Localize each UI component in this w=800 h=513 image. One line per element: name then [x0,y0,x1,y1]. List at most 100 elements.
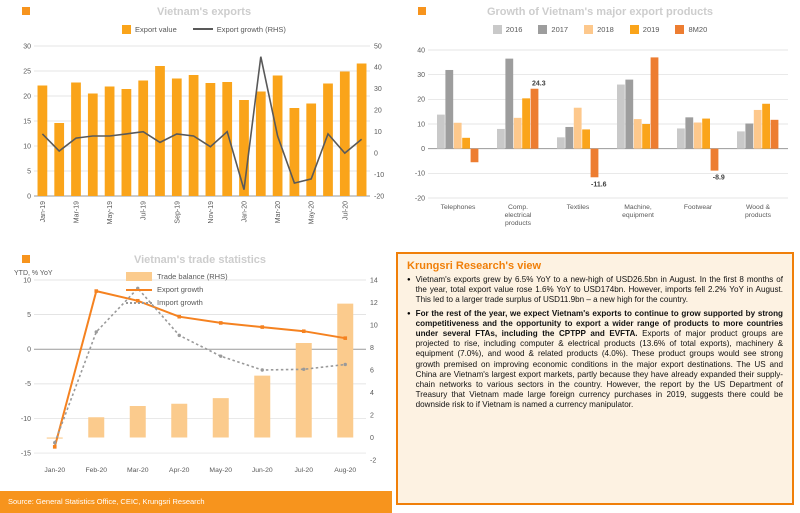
chart-title-growth: Growth of Vietnam's major export product… [486,6,714,18]
export-growth-line-swatch-icon [126,288,152,291]
legend-label-2016: 2016 [505,24,523,34]
trade-legend: Trade balance (RHS) Export growth Import… [126,272,228,307]
grouped-bars [437,57,779,178]
legend-label-export-value: Export value [135,24,177,34]
trade-balance-swatch-icon [126,272,152,281]
svg-text:14: 14 [370,277,378,284]
swatch-2016-icon [492,24,502,34]
svg-text:products: products [505,220,532,227]
exports-combo-chart: 0 5 10 15 20 25 30 -20 -10 0 10 20 30 40 50 Jan-19 Mar-1… [23,43,384,224]
svg-text:Nov-19: Nov-19 [208,201,215,224]
svg-text:-20: -20 [415,195,425,202]
svg-text:Telephones: Telephones [441,204,476,211]
svg-text:May-20: May-20 [309,201,316,224]
swatch-2017-icon [538,24,548,34]
legend-label-trade-balance: Trade balance (RHS) [157,272,228,281]
svg-text:Jul-19: Jul-19 [141,201,148,220]
grid-lines [428,49,788,199]
legend-item-export-growth: Export growth (RHS) [192,24,286,34]
chart-title-trade: Vietnam's trade statistics [133,254,267,266]
export-growth-line [53,289,346,448]
bullet-icon: ● [407,277,411,283]
growth-legend: 2016 2017 2018 2019 8M20 [404,20,796,38]
panel-export-products-growth: Growth of Vietnam's major export product… [404,2,796,250]
panel-trade-statistics: Vietnam's trade statistics YTD, % YoY Tr… [8,250,392,490]
legend-item-export-value: Export value [122,24,177,34]
svg-text:24.3: 24.3 [532,81,546,88]
svg-text:20: 20 [374,108,382,115]
svg-text:10: 10 [23,143,31,150]
svg-text:25: 25 [23,68,31,75]
svg-text:0: 0 [374,150,378,157]
axis-caption: YTD, % YoY [14,270,53,277]
legend-item-2016: 2016 [492,24,523,34]
trade-title-row: Vietnam's trade statistics [8,250,392,268]
svg-text:10: 10 [23,277,31,284]
svg-text:5: 5 [27,312,31,319]
view-bullet: ● Vietnam's exports grew by 6.5% YoY to a… [407,275,783,306]
svg-text:-10: -10 [415,171,425,178]
bullet-text: For the rest of the year, we expect Viet… [415,308,783,410]
svg-text:0: 0 [27,347,31,354]
legend-label-export-growth: Export growth (RHS) [216,24,286,34]
import-growth-line-swatch-icon [126,301,152,304]
svg-text:Footwear: Footwear [684,204,713,211]
svg-text:May-20: May-20 [209,467,232,474]
legend-label-import-growth: Import growth [157,298,203,307]
grid-lines [34,45,370,197]
svg-text:Jun-20: Jun-20 [252,467,273,474]
bullet-text: Vietnam's exports grew by 6.5% YoY to a … [415,275,783,305]
legend-item-2019: 2019 [629,24,660,34]
svg-text:30: 30 [417,72,425,79]
svg-text:equipment: equipment [622,212,654,219]
panel-vietnam-exports: Vietnam's exports Export value Export gr… [8,2,400,250]
svg-text:15: 15 [23,118,31,125]
export-value-swatch-icon [122,24,132,34]
svg-text:Machine,: Machine, [624,204,652,211]
legend-label-2018: 2018 [597,24,614,34]
svg-text:-11.6: -11.6 [591,181,607,188]
svg-text:Mar-19: Mar-19 [74,201,81,223]
svg-text:10: 10 [370,322,378,329]
legend-label-2019: 2019 [642,24,660,34]
svg-text:-15: -15 [21,450,31,457]
legend-label-export-growth: Export growth [157,285,204,294]
swatch-2019-icon [629,24,639,34]
svg-text:Jan-20: Jan-20 [44,467,65,474]
svg-text:10: 10 [374,129,382,136]
legend-item-export-growth: Export growth [126,285,228,294]
svg-text:Feb-20: Feb-20 [85,467,107,474]
chart-title-exports: Vietnam's exports [156,6,252,18]
svg-text:30: 30 [23,43,31,50]
svg-text:0: 0 [27,193,31,200]
svg-text:Aug-20: Aug-20 [334,467,356,474]
legend-item-2017: 2017 [538,24,569,34]
legend-label-2017: 2017 [551,24,569,34]
svg-text:-20: -20 [374,193,384,200]
svg-text:Jan-19: Jan-19 [40,201,47,223]
svg-text:40: 40 [374,65,382,72]
bullet-icon: ● [407,310,411,317]
svg-text:-8.9: -8.9 [713,175,725,182]
trade-statistics-chart: -15 -10 -5 0 5 10 -2 0 2 4 6 8 10 12 14 Jan-20 Feb-20 Mar… [21,277,378,474]
export-value-bars [37,63,367,196]
growth-grouped-bar-chart: -20 -10 0 10 20 30 40 24.3 -11.6 -8.9 Telephones Co… [415,47,788,227]
svg-text:Mar-20: Mar-20 [127,467,149,474]
source-text: Source: General Statistics Office, CEIC,… [8,497,205,506]
legend-label-8M20: 8M20 [688,24,708,34]
svg-text:Jul-20: Jul-20 [294,467,313,474]
svg-text:10: 10 [417,121,425,128]
svg-text:8: 8 [370,345,374,352]
view-bullet: ● For the rest of the year, we expect Vie… [407,309,783,411]
legend-item-import-growth: Import growth [126,298,228,307]
svg-text:Sep-19: Sep-19 [174,201,181,224]
svg-text:40: 40 [417,47,425,54]
svg-text:20: 20 [417,97,425,104]
svg-text:4: 4 [370,390,374,397]
svg-text:0: 0 [421,146,425,153]
research-view-box: Krungsri Research's view ● Vietnam's expo… [396,252,794,505]
export-growth-line [41,56,363,190]
svg-text:-10: -10 [374,172,384,179]
view-bullet-list: ● Vietnam's exports grew by 6.5% YoY to a… [407,275,783,410]
